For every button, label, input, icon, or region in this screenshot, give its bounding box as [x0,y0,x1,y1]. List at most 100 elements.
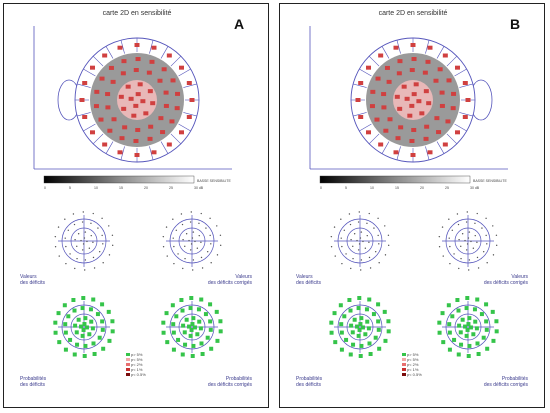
probability-marker [339,347,344,352]
value-box [395,136,401,141]
values-label: Valeurs des déficits [296,274,322,286]
value-box [416,99,422,104]
deficit-dot [448,237,450,239]
value-box [394,94,400,99]
deficit-dot [219,244,222,247]
deficit-dot [474,222,476,225]
deficit-dot [210,262,212,264]
probability-marker [205,335,210,340]
value-box [411,127,417,132]
deficit-dot [358,211,360,213]
map-spoke [353,83,367,88]
map-spoke [178,68,191,77]
deficit-dot [200,212,202,215]
deficit-dot [194,240,196,243]
probability-marker [338,303,343,308]
deficit-dot [453,253,455,255]
deficit-dot [333,226,336,228]
probability-marker [53,330,58,335]
deficit-dot [92,241,94,244]
probability-marker [339,330,344,335]
grayscale-tick: 30 dB [470,186,480,190]
deficit-dot [387,244,390,247]
value-box [149,59,155,64]
probability-marker [491,338,496,343]
deficit-dot [101,234,103,237]
probability-marker [63,330,68,335]
value-box [163,103,169,108]
value-box [442,53,448,58]
legend-swatch [402,368,406,372]
probability-marker [484,319,489,324]
value-box [397,59,403,64]
probability-marker [484,327,489,332]
map-spoke [170,133,182,145]
deficit-dot [477,267,480,269]
probability-marker [329,320,334,325]
map-spoke [368,55,380,67]
deficit-dot [369,267,372,269]
deficit-dot [492,254,495,256]
deficit-dot [448,218,450,220]
deficit-dot [77,233,80,235]
deficit-dot [387,234,390,236]
probability-marker [367,341,372,346]
value-box [110,79,116,84]
deficit-dot [366,234,368,237]
deficit-dot [209,234,211,237]
value-box [105,105,111,110]
panel-letter: A [234,16,245,32]
value-box [178,130,184,135]
probability-marker [466,353,471,358]
deficit-dot [98,251,101,253]
deficit-dot [476,212,478,215]
value-box [358,114,364,119]
deficit-dot [384,254,387,256]
map-spoke [105,46,114,59]
deficit-dot [101,217,103,220]
map-spoke [77,112,91,117]
deficit-dot [341,245,343,248]
deficit-dot [82,243,85,245]
grayscale-tick: 5 [345,186,347,190]
grayscale-tick: 0 [44,186,46,190]
probability-marker [76,317,81,322]
probability-marker [68,337,73,342]
value-box [422,70,428,75]
value-box [102,142,108,147]
probability-marker [215,338,220,343]
deficit-dot [102,262,104,264]
grayscale-tick: 15 [119,186,123,190]
deficit-dot [200,256,203,259]
probability-marker [471,332,476,337]
deficit-dot [485,217,487,220]
deficit-dot [349,223,352,226]
deficit-dot [111,244,114,247]
probability-marker [72,308,77,313]
value-box [370,89,376,94]
probability-marker [376,327,381,332]
map-spoke [170,55,182,67]
deficit-dot [92,256,95,259]
probability-marker [57,340,62,345]
deficit-dot [205,227,207,229]
probability-marker [180,308,185,313]
map-spoke [183,83,197,88]
deficit-dot [468,231,471,233]
probability-marker [188,306,193,311]
value-box [407,113,413,118]
probability-marker [466,322,471,327]
panel-b: BASSE SENSIBILITE 0 5 10 15 20 25 30 dB carte 2… [279,3,545,408]
probability-marker [484,302,489,307]
probability-marker [441,340,446,345]
value-box [411,92,417,97]
probability-marker [190,353,195,358]
value-box [434,116,440,121]
deficit-dot [330,235,333,238]
map-spoke [178,123,191,132]
deficit-dot [340,218,342,220]
value-box [409,138,415,143]
deficit-dot [366,222,368,225]
map-spoke [183,112,197,117]
value-box [404,96,410,101]
